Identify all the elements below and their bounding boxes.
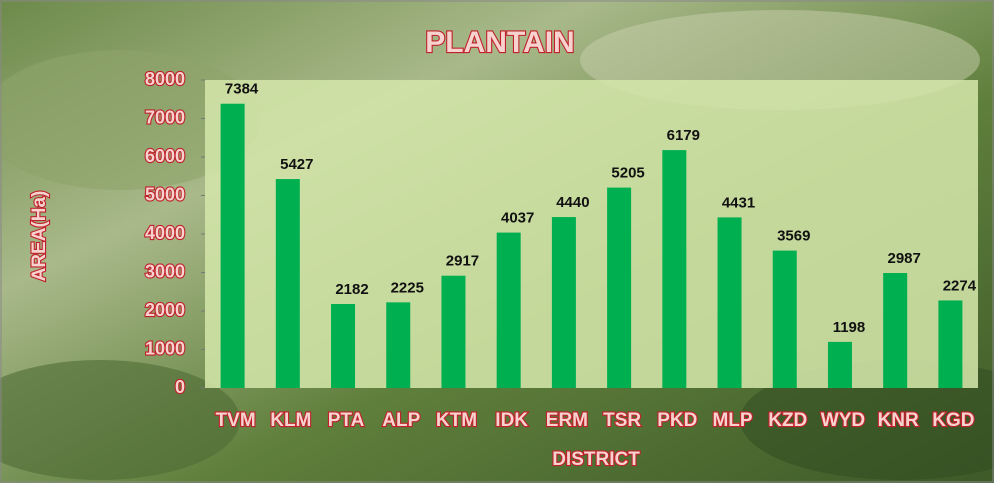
leaf [0,360,240,480]
y-tick-label: 7000 [145,107,185,127]
x-tick-label: PKD [657,410,697,431]
value-label: 2225 [391,279,424,296]
bar [938,300,963,388]
x-tick-label: ALP [382,410,420,431]
bar [220,103,245,388]
bar [331,303,356,388]
bar [662,150,687,388]
y-tick-label: 1000 [145,338,185,358]
bar [496,232,521,388]
value-label: 7384 [225,81,259,98]
bar [386,302,411,388]
bar [275,179,300,388]
value-label: 4440 [556,194,589,211]
value-label: 4037 [501,210,534,227]
value-label: 2274 [943,277,977,294]
y-tick-label: 4000 [145,223,185,243]
bar [772,250,797,388]
x-tick-label: KNR [878,410,919,431]
bar [827,341,852,388]
value-label: 2987 [887,250,920,267]
y-tick-label: 5000 [145,184,185,204]
value-label: 5205 [611,165,644,182]
bar [883,273,908,388]
chart-title: PLANTAIN [425,26,574,59]
x-tick-label: IDK [495,410,528,431]
y-tick-label: 8000 [145,69,185,89]
value-label: 5427 [280,156,313,173]
y-tick-label: 0 [175,377,185,397]
x-tick-label: KTM [436,410,477,431]
value-label: 6179 [667,127,700,144]
leaf [740,360,994,480]
value-label: 4431 [722,194,755,211]
plot-area [205,80,978,388]
value-label: 2182 [335,281,368,298]
y-axis-title: AREA(Ha) [29,191,50,282]
x-axis-title: DISTRICT [552,449,640,470]
bar [551,217,576,388]
bar [717,217,742,388]
bar [607,187,632,388]
value-label: 2917 [446,253,479,270]
value-label: 1198 [833,319,866,336]
y-tick-label: 6000 [145,146,185,166]
bar [441,275,466,388]
x-tick-label: KZD [768,410,807,431]
value-label: 3569 [777,228,810,245]
x-tick-label: TVM [216,410,256,431]
x-tick-label: WYD [821,410,865,431]
x-tick-label: ERM [546,410,588,431]
y-tick-label: 3000 [145,261,185,281]
x-tick-label: KGD [932,410,974,431]
x-tick-label: MLP [712,410,752,431]
leaf [0,50,260,190]
x-tick-label: TSR [603,410,641,431]
x-tick-label: PTA [328,410,365,431]
x-tick-label: KLM [270,410,311,431]
y-tick-label: 2000 [145,300,185,320]
